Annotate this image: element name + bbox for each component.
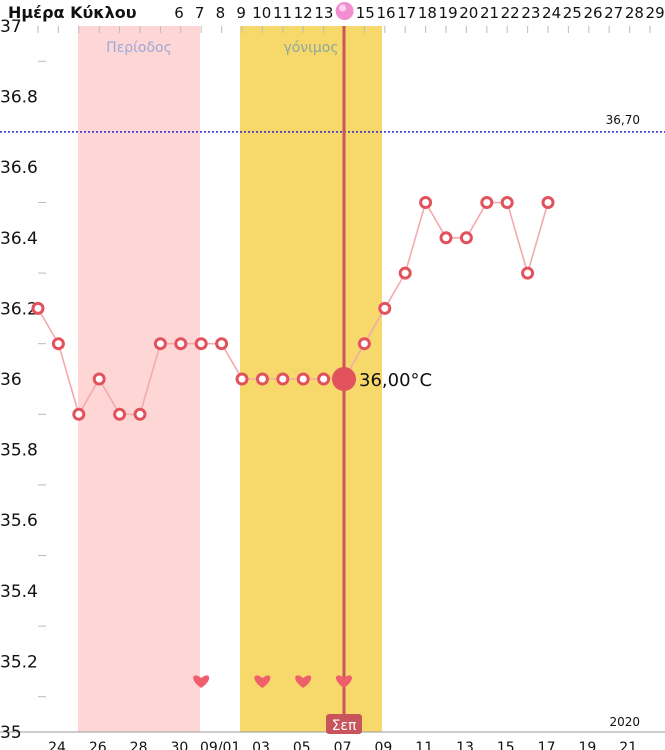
data-point[interactable] xyxy=(398,266,412,280)
y-tick-label: 35.4 xyxy=(0,582,38,602)
cycle-day-label: 16 xyxy=(376,4,395,22)
data-point[interactable] xyxy=(459,231,473,245)
x-date-label: 15 xyxy=(497,740,515,750)
y-tick-label: 36 xyxy=(0,370,22,390)
data-point[interactable] xyxy=(133,407,147,421)
cycle-day-label: 10 xyxy=(252,4,271,22)
x-date-label: 11 xyxy=(415,740,433,750)
data-point[interactable] xyxy=(113,407,127,421)
cycle-day-label: 22 xyxy=(501,4,520,22)
cycle-day-label: 7 xyxy=(195,4,205,22)
data-point[interactable] xyxy=(194,337,208,351)
heart-icon xyxy=(193,675,210,688)
y-tick-label: 36.8 xyxy=(0,88,38,108)
data-point[interactable] xyxy=(276,372,290,386)
heart-icon xyxy=(254,675,271,688)
cycle-day-axis: Ημέρα Κύκλου 6 7 8 9 10 11 12 13 15 16 17 18 19 20 21 22… xyxy=(8,2,665,22)
y-tick-label: 37 xyxy=(0,17,22,37)
x-date-label: 09 xyxy=(374,740,392,750)
data-point[interactable] xyxy=(419,196,433,209)
data-point[interactable] xyxy=(92,372,106,386)
period-band-label: Περίοδος xyxy=(106,40,172,56)
data-point[interactable] xyxy=(480,196,494,209)
heart-icon xyxy=(336,675,352,688)
heart-icon xyxy=(295,675,312,688)
data-point[interactable] xyxy=(215,337,229,351)
annotations: 36,00°C xyxy=(332,367,432,391)
threshold-label: 36,70 xyxy=(606,113,640,127)
cycle-day-label: 27 xyxy=(604,4,623,22)
cycle-day-label: 24 xyxy=(542,4,561,22)
cycle-day-label: 19 xyxy=(439,4,458,22)
cycle-day-label: 20 xyxy=(459,4,478,22)
x-date-label: 05 xyxy=(293,740,311,750)
x-date-label: 07 xyxy=(334,740,352,750)
cycle-day-label: 21 xyxy=(480,4,499,22)
x-date-label: 28 xyxy=(130,740,148,750)
x-axis: 24 26 28 30 09/01 03 05 07 09 11 13 15 17 19 21 2020 xyxy=(48,715,640,750)
data-point[interactable] xyxy=(51,337,65,351)
cycle-day-label: 15 xyxy=(356,4,375,22)
y-tick-label: 36.2 xyxy=(0,299,38,319)
cycle-day-label: 23 xyxy=(521,4,540,22)
today-marker-highlight xyxy=(339,4,347,12)
y-tick-label: 35.8 xyxy=(0,441,38,461)
cycle-day-title: Ημέρα Κύκλου xyxy=(8,3,137,22)
year-label: 2020 xyxy=(609,715,640,729)
data-point[interactable] xyxy=(439,231,453,245)
y-tick-label: 35 xyxy=(0,723,22,743)
data-point[interactable] xyxy=(296,372,310,386)
month-label: Σεπ xyxy=(332,718,357,734)
y-tick-label: 35.2 xyxy=(0,652,38,672)
y-tick-label: 36.4 xyxy=(0,229,38,249)
cycle-day-label: 8 xyxy=(216,4,226,22)
current-reading-marker[interactable] xyxy=(332,367,356,391)
x-date-label: 30 xyxy=(170,740,188,750)
today-marker xyxy=(335,2,354,20)
cycle-day-label: 28 xyxy=(625,4,644,22)
x-date-label: 13 xyxy=(456,740,474,750)
x-date-label: 17 xyxy=(538,740,556,750)
cycle-day-label: 9 xyxy=(236,4,246,22)
data-point[interactable] xyxy=(357,337,371,351)
cycle-day-label: 18 xyxy=(418,4,437,22)
intercourse-markers xyxy=(193,675,352,688)
data-point[interactable] xyxy=(72,407,86,421)
threshold-line: 36,70 xyxy=(0,113,665,133)
cycle-day-label: 12 xyxy=(294,4,313,22)
x-date-label: 26 xyxy=(89,740,107,750)
x-date-label: 09/01 xyxy=(200,740,240,750)
temperature-series xyxy=(31,196,555,421)
cycle-day-label: 17 xyxy=(397,4,416,22)
data-point[interactable] xyxy=(521,266,535,280)
data-point[interactable] xyxy=(541,196,555,209)
month-badge[interactable] xyxy=(326,714,362,734)
data-point[interactable] xyxy=(317,372,331,386)
data-point[interactable] xyxy=(174,337,188,351)
x-date-label: 24 xyxy=(48,740,66,750)
data-point[interactable] xyxy=(235,372,249,386)
cycle-day-label: 13 xyxy=(314,4,333,22)
current-reading-label: 36,00°C xyxy=(359,370,432,391)
data-point[interactable] xyxy=(500,196,514,209)
x-date-label: 03 xyxy=(252,740,270,750)
x-date-label: 19 xyxy=(578,740,596,750)
fertile-band-label: γόνιμος xyxy=(283,40,338,56)
x-date-label: 21 xyxy=(619,740,637,750)
cycle-day-label: 6 xyxy=(174,4,184,22)
y-tick-label: 36.6 xyxy=(0,158,38,178)
cycle-day-label: 26 xyxy=(583,4,602,22)
cycle-day-label: 25 xyxy=(563,4,582,22)
data-point[interactable] xyxy=(378,301,392,315)
data-point[interactable] xyxy=(255,372,269,386)
y-axis: 37 36.8 36.6 36.4 36.2 36 35.8 35.6 35.4 35.2 35 xyxy=(0,17,665,743)
y-tick-label: 35.6 xyxy=(0,511,38,531)
cycle-day-label: 29 xyxy=(646,4,665,22)
cycle-day-label: 11 xyxy=(273,4,292,22)
data-point[interactable] xyxy=(153,337,167,351)
data-point[interactable] xyxy=(31,301,45,315)
